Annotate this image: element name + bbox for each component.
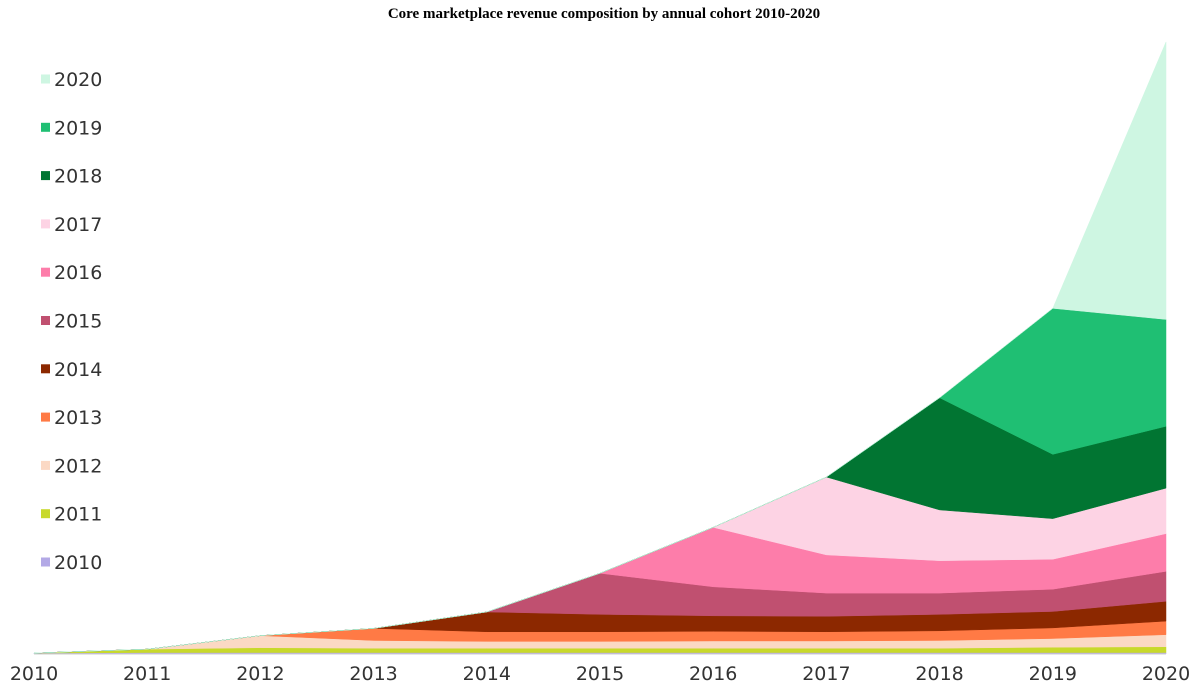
legend-label: 2019 xyxy=(54,117,102,139)
legend-label: 2011 xyxy=(54,504,102,526)
legend-swatch xyxy=(41,412,50,422)
x-axis-ticks: 2010 2011 2012 2013 2014 2015 2016 2017 2018 2019… xyxy=(10,663,1190,685)
legend: 2020 2019 2018 2017 2016 2015 2014 2013 2012 2011… xyxy=(41,69,102,574)
x-tick-label: 2019 xyxy=(1029,663,1077,685)
legend-label: 2012 xyxy=(54,455,102,477)
legend-label: 2013 xyxy=(54,407,102,429)
legend-swatch xyxy=(41,557,50,567)
legend-item-2015: 2015 xyxy=(41,311,102,333)
chart-title: Core marketplace revenue composition by … xyxy=(388,6,820,22)
legend-swatch xyxy=(41,122,50,132)
legend-swatch xyxy=(41,74,50,84)
x-tick-label: 2016 xyxy=(689,663,737,685)
legend-label: 2010 xyxy=(54,552,102,574)
legend-item-2016: 2016 xyxy=(41,262,102,284)
legend-item-2020: 2020 xyxy=(41,69,102,91)
legend-item-2010: 2010 xyxy=(41,552,102,574)
legend-label: 2016 xyxy=(54,262,102,284)
legend-label: 2018 xyxy=(54,166,102,188)
x-tick-label: 2011 xyxy=(123,663,171,685)
legend-item-2012: 2012 xyxy=(41,455,102,477)
legend-item-2014: 2014 xyxy=(41,359,102,381)
legend-item-2017: 2017 xyxy=(41,214,102,236)
x-tick-label: 2018 xyxy=(915,663,963,685)
legend-swatch xyxy=(41,364,50,374)
legend-label: 2014 xyxy=(54,359,102,381)
legend-label: 2015 xyxy=(54,311,102,333)
legend-swatch xyxy=(41,171,50,181)
legend-swatch xyxy=(41,509,50,519)
area-series-2020 xyxy=(33,41,1167,654)
x-tick-label: 2020 xyxy=(1142,663,1190,685)
legend-item-2011: 2011 xyxy=(41,504,102,526)
x-tick-label: 2010 xyxy=(10,663,58,685)
legend-label: 2017 xyxy=(54,214,102,236)
x-tick-label: 2014 xyxy=(463,663,511,685)
legend-item-2013: 2013 xyxy=(41,407,102,429)
legend-item-2019: 2019 xyxy=(41,117,102,139)
x-tick-label: 2012 xyxy=(236,663,284,685)
x-tick-label: 2013 xyxy=(349,663,397,685)
legend-swatch xyxy=(41,267,50,277)
legend-item-2018: 2018 xyxy=(41,166,102,188)
area-layers xyxy=(33,41,1167,655)
legend-swatch xyxy=(41,460,50,470)
legend-swatch xyxy=(41,316,50,325)
legend-label: 2020 xyxy=(54,69,102,91)
x-tick-label: 2017 xyxy=(802,663,850,685)
x-tick-label: 2015 xyxy=(576,663,624,685)
legend-swatch xyxy=(41,219,50,229)
